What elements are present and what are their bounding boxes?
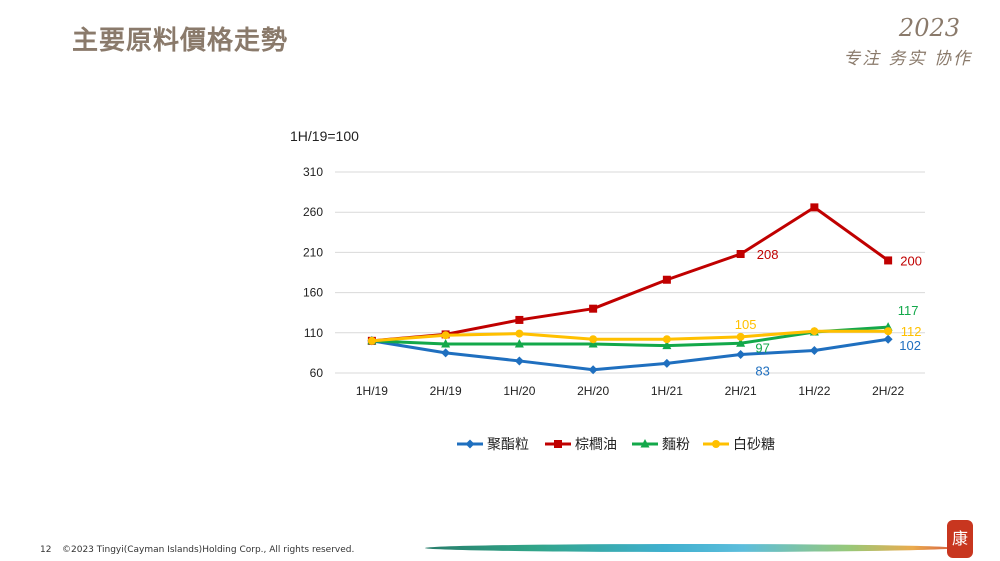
y-axis-unit-label: 1H/19=100 <box>290 128 359 144</box>
data-point <box>884 327 893 336</box>
data-point <box>883 334 893 344</box>
seal-logo: 康 <box>947 520 973 558</box>
data-point <box>588 365 598 375</box>
data-label: 102 <box>899 338 921 353</box>
series-line <box>371 205 890 343</box>
y-tick-label: 210 <box>303 245 323 259</box>
data-point <box>441 331 450 340</box>
x-tick-label: 2H/22 <box>872 384 904 398</box>
copyright-text: ©2023 Tingyi(Cayman Islands)Holding Corp… <box>62 545 355 555</box>
x-tick-label: 2H/21 <box>725 384 757 398</box>
legend-label: 聚酯粒 <box>487 437 529 453</box>
data-label: 200 <box>900 253 922 268</box>
data-point <box>662 358 672 368</box>
data-point <box>589 304 598 313</box>
brush-stroke-decoration <box>425 544 955 552</box>
data-point <box>515 315 524 324</box>
data-point <box>441 348 451 358</box>
data-point <box>662 340 672 350</box>
x-tick-label: 1H/19 <box>356 384 388 398</box>
data-point <box>514 339 524 348</box>
data-label: 112 <box>901 324 922 339</box>
data-point <box>588 339 598 348</box>
data-label: 97 <box>755 340 769 355</box>
x-tick-label: 1H/21 <box>651 384 683 398</box>
series-line <box>371 329 889 343</box>
legend-label: 麵粉 <box>662 437 690 453</box>
data-point <box>662 275 671 284</box>
data-label: 105 <box>735 317 757 332</box>
data-point <box>367 336 376 345</box>
series-line <box>371 337 889 372</box>
y-tick-label: 160 <box>303 286 323 300</box>
legend-marker <box>554 440 562 448</box>
data-label: 117 <box>898 303 919 318</box>
data-point <box>809 345 819 355</box>
y-tick-label: 110 <box>304 326 323 340</box>
data-point <box>736 332 745 341</box>
legend-label: 白砂糖 <box>733 437 775 453</box>
data-point <box>736 350 746 360</box>
y-tick-label: 60 <box>310 366 324 380</box>
brand-slogan: 专注 务实 协作 <box>843 49 972 69</box>
data-point <box>662 335 671 344</box>
data-label: 208 <box>757 247 779 262</box>
x-tick-label: 1H/22 <box>798 384 830 398</box>
data-point <box>810 327 819 336</box>
page-title: 主要原料價格走勢 <box>72 26 289 56</box>
page-number: 12 <box>40 545 52 555</box>
series-line <box>371 325 889 348</box>
data-point <box>515 329 524 338</box>
data-point <box>810 203 819 212</box>
data-point <box>514 356 524 366</box>
y-tick-label: 310 <box>303 165 323 179</box>
legend-marker <box>640 439 650 448</box>
data-label: 83 <box>755 364 769 379</box>
data-point <box>884 256 893 265</box>
brand-year: 2023 <box>898 14 960 42</box>
y-tick-label: 260 <box>303 205 323 219</box>
data-point <box>736 250 745 259</box>
data-point <box>736 338 746 347</box>
legend-label: 棕櫚油 <box>575 437 617 453</box>
legend-marker <box>465 439 475 449</box>
x-tick-label: 1H/20 <box>503 384 535 398</box>
x-tick-label: 2H/19 <box>430 384 462 398</box>
data-point <box>589 335 598 344</box>
legend-marker <box>712 440 720 448</box>
data-point <box>441 339 451 348</box>
x-tick-label: 2H/20 <box>577 384 609 398</box>
